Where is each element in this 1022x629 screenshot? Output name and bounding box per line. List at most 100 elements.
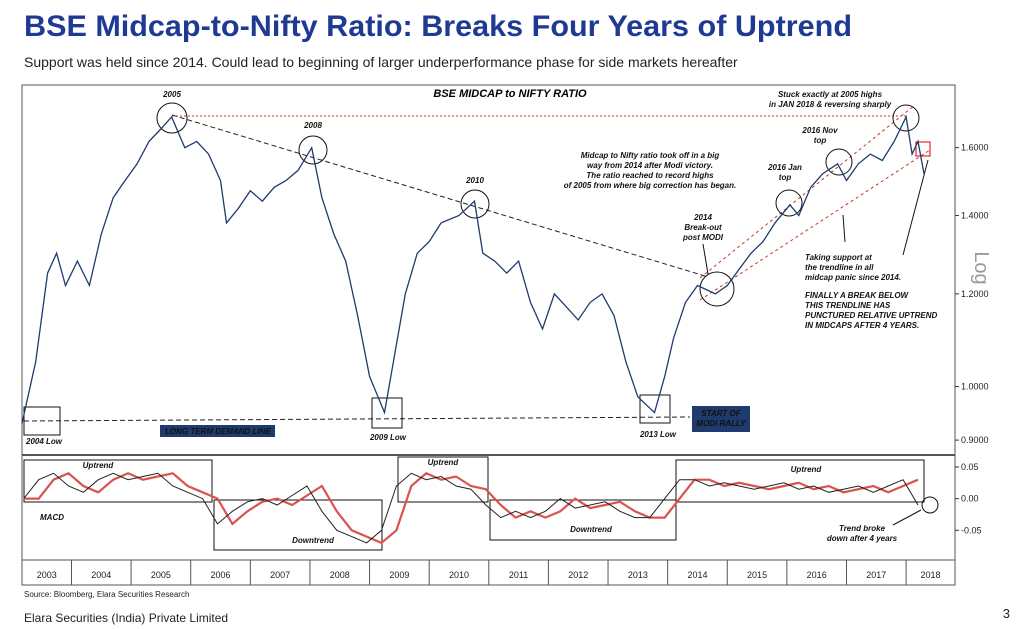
arrow (902, 159, 929, 256)
annotation: 2010 (465, 176, 484, 185)
y-tick-label: 0.00 (961, 494, 979, 504)
data-line (23, 472, 919, 545)
demand-line (23, 416, 691, 422)
highlight-circle (921, 496, 939, 514)
trend-box (397, 456, 489, 503)
channel-line (699, 149, 931, 301)
x-tick-label: 2010 (449, 570, 469, 580)
annotation: Midcap to Nifty ratio took off in a big w… (564, 151, 737, 190)
annotation: 2004 Low (25, 437, 63, 446)
highlight-box (915, 141, 931, 157)
x-tick-label: 2017 (866, 570, 886, 580)
data-line (21, 114, 925, 424)
annotation-line: 2014 (693, 213, 712, 222)
annotation: FINALLY A BREAK BELOW THIS TRENDLINE HAS P… (805, 291, 938, 330)
arrow (892, 509, 922, 526)
annotation-line: the trendline in all (805, 263, 874, 272)
annotation-line: in JAN 2018 & reversing sharply (769, 100, 892, 109)
highlight-circle (460, 189, 490, 219)
annotation-line: down after 4 years (827, 534, 898, 543)
annotation-line: 2004 Low (25, 437, 63, 446)
label-box (692, 406, 750, 432)
annotation-line: Uptrend (428, 458, 460, 467)
y-tick-label: 1.6000 (961, 143, 989, 153)
annotation-line: Downtrend (570, 525, 613, 534)
annotation: LONG TERM DEMAND LINE (165, 427, 271, 436)
annotation-line: FINALLY A BREAK BELOW (805, 291, 910, 300)
y-tick-label: 0.9000 (961, 435, 989, 445)
annotation-line: post MODI (682, 233, 724, 242)
y-tick-label: 0.05 (961, 462, 979, 472)
annotation-line: Uptrend (791, 465, 823, 474)
highlight-circle (298, 135, 328, 165)
annotation-line: The ratio reached to record highs (586, 171, 714, 180)
annotation-line: PUNCTURED RELATIVE UPTREND (805, 311, 938, 320)
highlight-circle (775, 189, 803, 217)
annotation-line: Trend broke (839, 524, 886, 533)
annotation-line: START OF (701, 409, 741, 418)
annotation-shapes (23, 102, 939, 551)
x-tick-label: 2015 (747, 570, 767, 580)
annotation: Downtrend (292, 536, 335, 545)
y-tick-label: 1.2000 (961, 289, 989, 299)
annotation-line: Break-out (684, 223, 722, 232)
annotation-line: of 2005 from where big correction has be… (564, 181, 737, 190)
x-tick-label: 2013 (628, 570, 648, 580)
x-tick-label: 2018 (921, 570, 941, 580)
annotation-line: 2010 (465, 176, 484, 185)
annotation: 2009 Low (369, 433, 407, 442)
arrow (842, 214, 846, 243)
annotation: 2008 (303, 121, 322, 130)
y-tick-label: -0.05 (961, 525, 982, 535)
highlight-circle (699, 271, 735, 307)
x-tick-label: 2004 (91, 570, 111, 580)
highlight-box (23, 406, 61, 436)
highlight-box (639, 394, 671, 424)
x-tick-label: 2014 (687, 570, 707, 580)
trend-box (23, 459, 213, 503)
annotation: 2005 (162, 90, 181, 99)
annotation: 2016 Nov top (801, 126, 838, 145)
annotation: START OF MODI RALLY (696, 409, 746, 428)
annotation-line: 2013 Low (639, 430, 677, 439)
highlight-circle (892, 104, 920, 132)
annotation-line: 2016 Jan (767, 163, 802, 172)
annotation-line: 2005 (162, 90, 181, 99)
x-tick-label: 2005 (151, 570, 171, 580)
annotation: Uptrend (791, 465, 823, 474)
source-note: Source: Bloomberg, Elara Securities Rese… (24, 590, 189, 599)
annotation-line: way from 2014 after Modi victory. (587, 161, 713, 170)
annotation-line: 2016 Nov (801, 126, 838, 135)
annotation-line: top (779, 173, 792, 182)
annotation-line: THIS TRENDLINE HAS (805, 301, 891, 310)
annotation-line: 2008 (303, 121, 322, 130)
annotation-line: MODI RALLY (696, 419, 746, 428)
slide-subtitle: Support was held since 2014. Could lead … (24, 54, 738, 70)
annotation: Trend broke down after 4 years (827, 524, 898, 543)
annotation: Taking support at the trendline in all mid… (805, 253, 901, 282)
annotation: 2014 Break-out post MODI (682, 213, 724, 242)
annotation-line: top (814, 136, 827, 145)
label-box (160, 425, 275, 437)
x-tick-label: 2008 (330, 570, 350, 580)
annotation-line: Taking support at (805, 253, 872, 262)
annotation: MACD (40, 513, 64, 522)
annotation-line: Downtrend (292, 536, 335, 545)
x-tick-label: 2016 (807, 570, 827, 580)
trend-box (675, 459, 925, 503)
x-tick-label: 2003 (37, 570, 57, 580)
y-axis-label: Log (970, 251, 992, 284)
channel-line (699, 104, 916, 279)
chart-frame (21, 84, 956, 586)
page-number: 3 (1003, 606, 1010, 621)
annotation-line: 2009 Low (369, 433, 407, 442)
annotation: Uptrend (83, 461, 115, 470)
annotation: Downtrend (570, 525, 613, 534)
footer-company: Elara Securities (India) Private Limited (24, 611, 228, 625)
highlight-circle (825, 148, 853, 176)
arrow (702, 243, 709, 275)
x-tick-label: 2011 (509, 570, 528, 580)
annotation-line: Stuck exactly at 2005 highs (778, 90, 883, 99)
trend-box (489, 499, 677, 541)
